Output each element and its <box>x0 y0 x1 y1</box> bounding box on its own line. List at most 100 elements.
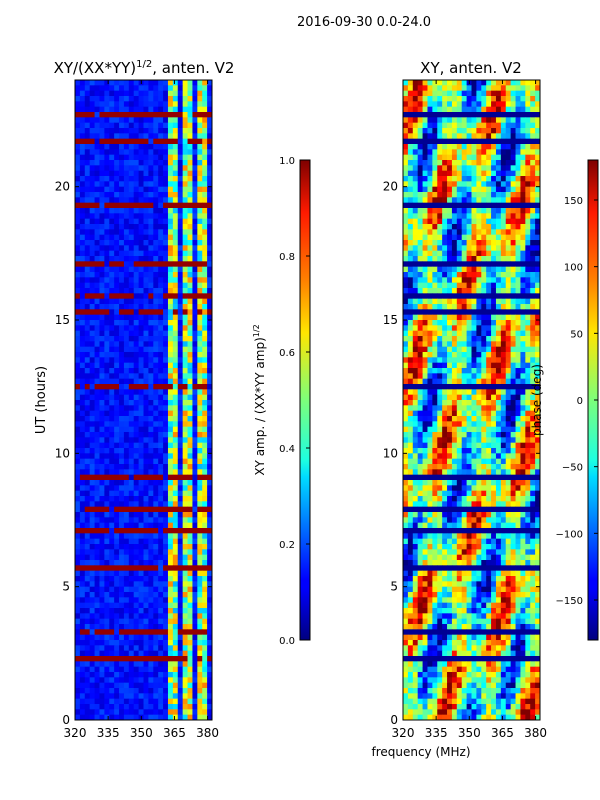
heatmap-cell <box>451 277 458 284</box>
heatmap-cell <box>407 341 414 348</box>
heatmap-cell <box>437 117 443 124</box>
heatmap-cell <box>128 682 135 689</box>
heatmap-cell <box>75 357 81 364</box>
heatmap-cell <box>143 298 149 305</box>
heatmap-cell <box>153 656 159 662</box>
heatmap-cell <box>451 330 458 337</box>
heatmap-cell <box>177 698 184 705</box>
heatmap-cell <box>530 288 536 294</box>
heatmap-cell <box>177 693 184 700</box>
heatmap-cell <box>143 368 149 374</box>
heatmap-cell <box>163 234 169 241</box>
heatmap-cell <box>520 325 526 332</box>
heatmap-cell <box>109 512 115 518</box>
heatmap-cell <box>505 208 512 214</box>
heatmap-cell <box>520 357 526 364</box>
heatmap-cell <box>167 144 174 150</box>
heatmap-cell <box>202 645 208 652</box>
heatmap-cell <box>442 80 448 86</box>
heatmap-cell <box>177 362 184 369</box>
heatmap-cell <box>167 560 174 566</box>
heatmap-cell <box>104 208 110 214</box>
heatmap-cell <box>148 186 154 193</box>
heatmap-cell <box>79 213 86 220</box>
heatmap-cell <box>143 640 149 646</box>
heatmap-cell <box>403 277 409 284</box>
heatmap-cell <box>535 250 540 257</box>
heatmap-cell <box>456 144 463 150</box>
heatmap-cell <box>158 309 164 316</box>
heatmap-cell <box>447 208 453 214</box>
heatmap-cell <box>466 304 472 310</box>
heatmap-cell <box>520 218 526 225</box>
heatmap-cell <box>104 389 110 396</box>
heatmap-cell <box>197 602 203 609</box>
heatmap-cell <box>451 325 458 332</box>
heatmap-cell <box>422 314 428 321</box>
heatmap-cell <box>119 650 125 657</box>
heatmap-cell <box>99 464 105 470</box>
heatmap-cell <box>476 213 482 220</box>
heatmap-cell <box>158 666 164 673</box>
heatmap-cell <box>456 378 463 385</box>
heatmap-cell <box>437 325 443 332</box>
heatmap-cell <box>158 122 164 129</box>
heatmap-cell <box>192 272 198 278</box>
heatmap-cell <box>427 346 433 353</box>
heatmap-cell <box>89 229 95 236</box>
heatmap-cell <box>486 288 492 294</box>
heatmap-cell <box>138 698 144 705</box>
heatmap-cell <box>182 213 188 220</box>
heatmap-cell <box>119 677 125 684</box>
heatmap-cell <box>407 208 414 214</box>
heatmap-cell <box>167 277 174 284</box>
heatmap-cell <box>133 682 139 689</box>
heatmap-cell <box>119 314 125 321</box>
heatmap-cell <box>442 138 448 145</box>
heatmap-cell <box>84 229 91 236</box>
heatmap-cell <box>138 581 144 588</box>
heatmap-cell <box>471 309 477 316</box>
heatmap-cell <box>471 240 477 246</box>
heatmap-cell <box>143 421 149 428</box>
heatmap-cell <box>133 400 139 406</box>
heatmap-cell <box>172 192 179 198</box>
heatmap-cell <box>427 250 433 257</box>
heatmap-cell <box>417 202 423 209</box>
heatmap-cell <box>75 170 81 177</box>
heatmap-cell <box>447 320 453 326</box>
heatmap-cell <box>412 186 419 193</box>
heatmap-cell <box>158 336 164 342</box>
heatmap-cell <box>153 506 159 513</box>
heatmap-cell <box>99 80 105 86</box>
heatmap-cell <box>123 426 130 433</box>
heatmap-cell <box>143 325 149 332</box>
heatmap-cell <box>520 320 526 326</box>
heatmap-cell <box>148 421 154 428</box>
heatmap-cell <box>182 714 188 720</box>
heatmap-cell <box>417 128 423 134</box>
heatmap-cell <box>119 272 125 278</box>
heatmap-cell <box>437 218 443 225</box>
heatmap-cell <box>109 229 115 236</box>
heatmap-cell <box>148 202 154 209</box>
heatmap-cell <box>197 624 203 630</box>
heatmap-cell <box>167 208 174 214</box>
heatmap-cell <box>167 469 174 476</box>
heatmap-cell <box>163 426 169 433</box>
heatmap-cell <box>172 389 179 396</box>
heatmap-cell <box>138 154 144 161</box>
heatmap-cell <box>75 640 81 646</box>
heatmap-cell <box>133 357 139 364</box>
heatmap-cell <box>167 517 174 524</box>
heatmap-cell <box>75 112 81 118</box>
heatmap-cell <box>133 256 139 262</box>
heatmap-cell <box>123 112 130 118</box>
heatmap-cell <box>202 149 208 156</box>
heatmap-cell <box>491 282 497 289</box>
heatmap-cell <box>466 128 472 134</box>
heatmap-cell <box>520 197 526 204</box>
heatmap-cell <box>515 154 521 161</box>
heatmap-cell <box>525 368 531 374</box>
